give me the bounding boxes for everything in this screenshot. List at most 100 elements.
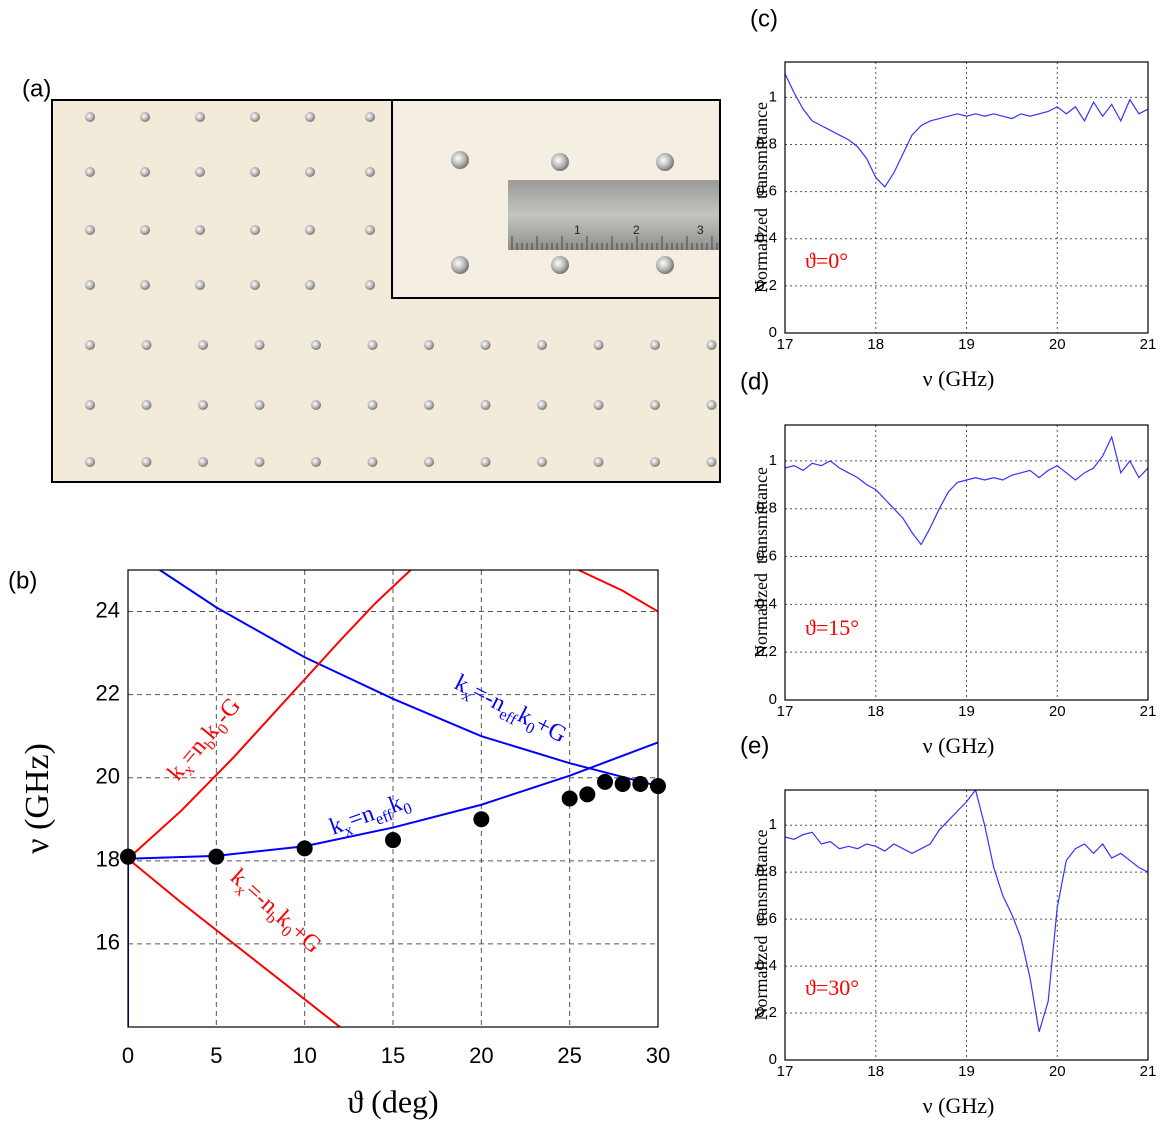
- y-axis-label: ν (GHz): [19, 743, 56, 854]
- stud: [254, 400, 265, 410]
- ruler-label: 1: [574, 223, 581, 237]
- plot-frame: [784, 61, 1149, 334]
- stud: [480, 340, 491, 350]
- data-point: [561, 790, 578, 807]
- stud: [305, 167, 315, 177]
- y-tick-label: 22: [96, 680, 120, 705]
- stud: [593, 400, 604, 410]
- y-tick-label: 0: [769, 1051, 777, 1068]
- x-tick-label: 20: [1049, 1063, 1066, 1080]
- x-tick-label: 0: [122, 1043, 134, 1068]
- y-tick-label: 1: [769, 816, 777, 833]
- stud: [195, 280, 205, 290]
- stud: [141, 400, 152, 410]
- y-tick-label: 16: [96, 930, 120, 955]
- stud: [195, 225, 205, 235]
- stud: [593, 340, 604, 350]
- stud: [706, 400, 717, 410]
- chart: (c) 17 18 19 20 21 0 0.2 0.4 0.6 0.8 1 ν (GHz) Normal…: [750, 5, 1156, 391]
- stud: [551, 153, 569, 171]
- stud: [198, 457, 208, 467]
- data-layer: [785, 73, 1148, 188]
- stud: [311, 457, 321, 467]
- y-tick-label: 0.2: [756, 1004, 777, 1021]
- data-line: [785, 790, 1148, 1033]
- data-line: [578, 570, 658, 613]
- panel-label: (c): [750, 5, 778, 32]
- x-tick-label: 21: [1140, 703, 1157, 720]
- y-tick-label: 24: [96, 597, 120, 622]
- inset-studs: [451, 151, 674, 274]
- x-tick-label: 17: [777, 336, 794, 353]
- x-tick-label: 5: [210, 1043, 222, 1068]
- stud: [365, 225, 375, 235]
- chart: (d) 17 18 19 20 21 0 0.2 0.4 0.6 0.8 1 ν (GHz) Normal…: [740, 368, 1156, 758]
- stud: [141, 340, 152, 350]
- data-layer: [785, 790, 1148, 1033]
- stud: [140, 167, 150, 177]
- stud: [537, 457, 547, 467]
- y-tick-label: 0.2: [756, 643, 777, 660]
- panel-label: (a): [22, 75, 51, 102]
- data-point: [597, 773, 613, 790]
- x-axis-label: ν (GHz): [923, 366, 995, 391]
- stud: [254, 457, 265, 467]
- x-tick-label: 25: [557, 1043, 581, 1068]
- x-tick-label: 15: [381, 1043, 405, 1068]
- stud: [424, 457, 434, 467]
- y-tick-label: 0.6: [756, 547, 777, 564]
- stud: [140, 225, 150, 235]
- y-axis-label: Normalized transmittance: [751, 102, 771, 293]
- x-tick-label: 19: [958, 703, 975, 720]
- stud: [305, 225, 315, 235]
- stud: [656, 256, 674, 274]
- y-axis-label: Normalized transmittance: [751, 830, 771, 1021]
- stud: [480, 457, 491, 467]
- y-tick-label: 18: [96, 847, 120, 872]
- y-tick-label: 1: [769, 88, 777, 105]
- stud: [85, 280, 95, 290]
- stud: [424, 340, 434, 350]
- x-tick-label: 20: [1049, 703, 1066, 720]
- x-tick-label: 21: [1140, 336, 1157, 353]
- annotation: ϑ=0°: [805, 248, 848, 273]
- stud: [85, 400, 95, 410]
- stud: [85, 225, 95, 235]
- y-tick-label: 0.8: [756, 135, 777, 152]
- stud: [198, 340, 208, 350]
- stud: [140, 112, 150, 122]
- ruler: [508, 180, 719, 250]
- stud: [85, 340, 95, 350]
- plot-frame: [784, 424, 1149, 701]
- data-line: [128, 570, 412, 860]
- stud: [451, 256, 469, 274]
- stud: [551, 256, 569, 274]
- x-tick-label: 18: [867, 336, 884, 353]
- y-tick-label: 0.8: [756, 500, 777, 517]
- annotation: ϑ=15°: [805, 615, 859, 640]
- stud: [195, 112, 205, 122]
- x-tick-label: 20: [1049, 336, 1066, 353]
- x-axis-label: ϑ (deg): [347, 1083, 438, 1119]
- y-tick-label: 0.4: [756, 595, 777, 612]
- data-layer: [785, 435, 1148, 546]
- x-tick-label: 19: [958, 336, 975, 353]
- data-line: [785, 435, 1148, 546]
- y-tick-label: 0.2: [756, 277, 777, 294]
- stud: [311, 400, 321, 410]
- stud: [537, 400, 547, 410]
- ruler-label: 2: [633, 223, 640, 237]
- panel-label: (e): [740, 732, 769, 759]
- stud: [85, 112, 95, 122]
- plot-frame: [127, 569, 659, 1028]
- y-tick-label: 0.4: [756, 230, 777, 247]
- stud: [367, 340, 378, 350]
- studs: [85, 112, 717, 467]
- stud: [593, 457, 604, 467]
- y-tick-label: 20: [96, 764, 120, 789]
- stud: [250, 167, 260, 177]
- stud: [706, 457, 717, 467]
- x-tick-label: 19: [958, 1063, 975, 1080]
- chart: (e) 17 18 19 20 21 0 0.2 0.4 0.6 0.8 1 ν (GHz) Normal…: [740, 732, 1156, 1118]
- y-tick-label: 0.6: [756, 183, 777, 200]
